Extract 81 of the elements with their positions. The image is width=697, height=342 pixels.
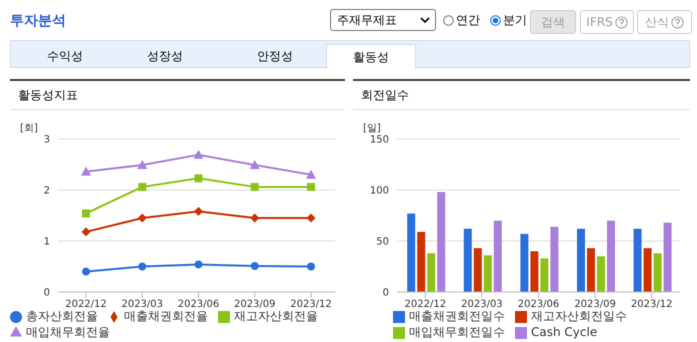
- point: [137, 160, 148, 170]
- y-axis-title: [일]: [363, 122, 381, 135]
- text: 연간: [456, 12, 480, 29]
- legend-label: 재고자산회전율: [234, 309, 318, 323]
- point: [138, 214, 147, 223]
- text: 성장성: [146, 48, 184, 64]
- point: [307, 262, 315, 270]
- bar: [474, 248, 482, 292]
- text: 산식: [637, 10, 692, 34]
- x-tick-label: 2023/06: [178, 299, 220, 310]
- point: [82, 227, 90, 236]
- y-tick-label: 3: [44, 134, 50, 146]
- bar: [540, 258, 548, 292]
- x-tick-label: 2023/06: [518, 299, 560, 310]
- x-tick-label: 2023/03: [461, 299, 503, 310]
- bar: [494, 220, 502, 292]
- bar: [634, 228, 642, 292]
- point: [82, 209, 90, 218]
- legend-label: 재고자산회전일수: [531, 309, 627, 323]
- bar: [664, 222, 672, 292]
- legend-label: 매입채무회전일수: [409, 325, 505, 339]
- chart-title: 회전일수: [353, 81, 690, 110]
- y-tick-label: 1: [44, 236, 50, 248]
- bar: [606, 220, 615, 292]
- x-tick-label: 2022/12: [404, 299, 446, 310]
- bar: [437, 192, 446, 292]
- bar: [417, 232, 426, 292]
- bar: [520, 234, 528, 292]
- legend-label: 매출채권회전일수: [409, 309, 505, 323]
- point: [306, 214, 316, 223]
- point: [138, 182, 146, 191]
- x-tick-label: 2023/03: [121, 299, 164, 310]
- chart-title: 활동성지표: [10, 81, 345, 110]
- bar: [596, 256, 605, 292]
- point: [194, 150, 204, 159]
- text: 투자분석: [10, 12, 66, 30]
- point: [307, 182, 315, 191]
- point: [250, 214, 260, 223]
- x-tick-label: 2023/12: [290, 299, 332, 310]
- bar: [484, 255, 492, 292]
- text: 주재무제표: [330, 9, 436, 31]
- legend-label: Cash Cycle: [531, 325, 598, 339]
- point: [194, 260, 202, 268]
- bar: [427, 253, 436, 292]
- y-tick-label: 150: [370, 134, 389, 146]
- y-tick-label: 0: [382, 288, 389, 299]
- text: 분기: [503, 12, 527, 29]
- point: [138, 262, 146, 270]
- point: [82, 268, 90, 276]
- y-tick-label: 100: [370, 186, 389, 197]
- point: [81, 166, 91, 176]
- point: [306, 170, 316, 179]
- y-tick-label: 2: [44, 186, 50, 197]
- bar: [586, 248, 595, 292]
- text: 안정성: [256, 48, 294, 64]
- point: [250, 160, 260, 170]
- bar: [530, 251, 538, 292]
- point: [250, 182, 259, 191]
- x-tick-label: 2023/12: [630, 299, 672, 310]
- text: IFRS: [580, 10, 634, 34]
- point: [250, 262, 259, 270]
- bar: [576, 228, 585, 292]
- x-tick-label: 2023/09: [574, 299, 616, 310]
- bar: [644, 248, 652, 292]
- y-tick-label: 50: [376, 236, 389, 248]
- bar: [654, 253, 662, 292]
- legend-label: 총자산회전율: [26, 309, 98, 323]
- y-axis-title: [회]: [20, 122, 38, 135]
- x-tick-label: 2023/09: [234, 299, 276, 310]
- legend-label: 매입채무회전율: [26, 325, 110, 339]
- point: [194, 206, 203, 216]
- text: 활동성: [326, 44, 416, 69]
- point: [194, 174, 202, 182]
- y-tick-label: 0: [44, 288, 50, 299]
- legend-label: 매출채권회전율: [124, 309, 208, 323]
- text: 수익성: [46, 48, 84, 64]
- bar: [550, 226, 558, 292]
- text: 검색: [530, 10, 576, 34]
- bar: [407, 213, 416, 292]
- x-tick-label: 2022/12: [65, 299, 107, 310]
- bar: [464, 228, 472, 292]
